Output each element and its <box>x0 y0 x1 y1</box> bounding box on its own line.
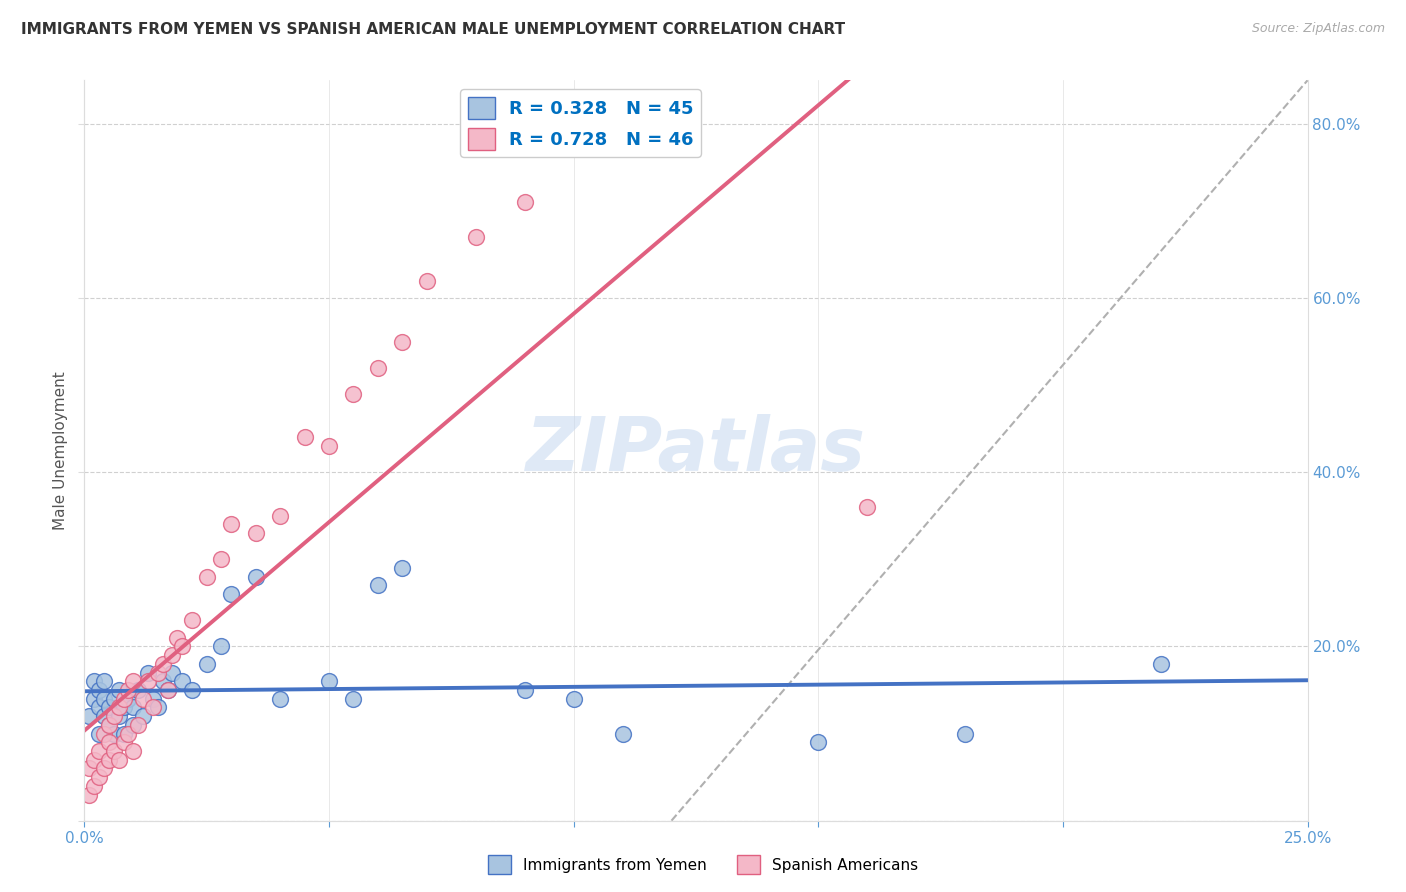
Point <box>245 570 267 584</box>
Point <box>136 674 159 689</box>
Point <box>156 683 179 698</box>
Point <box>97 735 120 749</box>
Point <box>107 753 129 767</box>
Point <box>1150 657 1173 671</box>
Text: ZIPatlas: ZIPatlas <box>526 414 866 487</box>
Point <box>342 387 364 401</box>
Point <box>195 570 218 584</box>
Point <box>146 700 169 714</box>
Point <box>122 674 145 689</box>
Point <box>77 709 100 723</box>
Point <box>513 683 536 698</box>
Point <box>294 430 316 444</box>
Point <box>103 744 125 758</box>
Point <box>953 726 976 740</box>
Point <box>142 700 165 714</box>
Point <box>269 691 291 706</box>
Point <box>219 587 242 601</box>
Point <box>367 360 389 375</box>
Point <box>87 700 110 714</box>
Point <box>269 508 291 523</box>
Point <box>132 709 155 723</box>
Point <box>856 500 879 514</box>
Text: Source: ZipAtlas.com: Source: ZipAtlas.com <box>1251 22 1385 36</box>
Point <box>117 691 139 706</box>
Point <box>391 334 413 349</box>
Point <box>146 665 169 680</box>
Point <box>122 744 145 758</box>
Point <box>416 274 439 288</box>
Point <box>83 779 105 793</box>
Point <box>152 657 174 671</box>
Point <box>87 770 110 784</box>
Point <box>156 683 179 698</box>
Point <box>342 691 364 706</box>
Point <box>127 683 149 698</box>
Point <box>93 709 115 723</box>
Point <box>77 788 100 802</box>
Point <box>562 691 585 706</box>
Point <box>195 657 218 671</box>
Point <box>83 691 105 706</box>
Point <box>172 640 194 654</box>
Point <box>117 683 139 698</box>
Point <box>112 691 135 706</box>
Point <box>97 718 120 732</box>
Point <box>162 665 184 680</box>
Legend: R = 0.328   N = 45, R = 0.728   N = 46: R = 0.328 N = 45, R = 0.728 N = 46 <box>460 89 700 157</box>
Point <box>103 709 125 723</box>
Point <box>132 691 155 706</box>
Point <box>87 726 110 740</box>
Text: IMMIGRANTS FROM YEMEN VS SPANISH AMERICAN MALE UNEMPLOYMENT CORRELATION CHART: IMMIGRANTS FROM YEMEN VS SPANISH AMERICA… <box>21 22 845 37</box>
Point <box>172 674 194 689</box>
Point <box>107 709 129 723</box>
Point <box>391 561 413 575</box>
Point <box>93 691 115 706</box>
Point <box>318 439 340 453</box>
Point <box>77 761 100 775</box>
Point <box>162 648 184 662</box>
Point <box>107 700 129 714</box>
Point <box>87 744 110 758</box>
Point <box>136 665 159 680</box>
Point <box>367 578 389 592</box>
Point <box>464 230 486 244</box>
Legend: Immigrants from Yemen, Spanish Americans: Immigrants from Yemen, Spanish Americans <box>481 849 925 880</box>
Point <box>112 700 135 714</box>
Point <box>142 691 165 706</box>
Point <box>112 726 135 740</box>
Point <box>83 753 105 767</box>
Point <box>219 517 242 532</box>
Point <box>117 726 139 740</box>
Point <box>245 526 267 541</box>
Point <box>181 683 204 698</box>
Y-axis label: Male Unemployment: Male Unemployment <box>53 371 69 530</box>
Point <box>103 726 125 740</box>
Point <box>807 735 830 749</box>
Point <box>83 674 105 689</box>
Point <box>93 761 115 775</box>
Point <box>97 700 120 714</box>
Point <box>97 753 120 767</box>
Point <box>166 631 188 645</box>
Point <box>112 735 135 749</box>
Point <box>122 718 145 732</box>
Point <box>181 613 204 627</box>
Point <box>97 718 120 732</box>
Point <box>93 674 115 689</box>
Point <box>209 640 232 654</box>
Point <box>93 726 115 740</box>
Point <box>103 691 125 706</box>
Point <box>127 718 149 732</box>
Point <box>107 683 129 698</box>
Point <box>152 674 174 689</box>
Point <box>612 726 634 740</box>
Point <box>513 195 536 210</box>
Point <box>209 552 232 566</box>
Point <box>122 700 145 714</box>
Point <box>318 674 340 689</box>
Point <box>87 683 110 698</box>
